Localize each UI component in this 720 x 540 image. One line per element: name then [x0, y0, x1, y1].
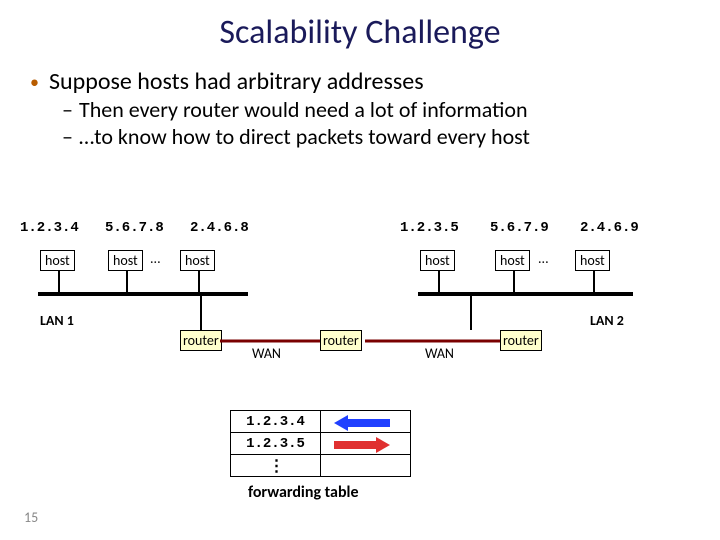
host-node: host [495, 250, 530, 271]
ip-address: 5.6.7.9 [490, 220, 549, 236]
bullet-list: • Suppose hosts had arbitrary addresses … [0, 53, 720, 150]
lan-stub [593, 270, 595, 292]
bullet-dot-icon: • [30, 71, 39, 93]
lan-bus [38, 292, 248, 296]
ellipsis-icon: ... [538, 250, 549, 267]
table-cell [321, 455, 411, 477]
router-stub [200, 296, 202, 330]
arrow-right-icon [334, 437, 394, 453]
table-cell: 1.2.3.4 [231, 411, 321, 433]
host-node: host [108, 250, 143, 271]
router-node: router [180, 330, 222, 351]
router-node: router [320, 330, 362, 351]
lan-stub [513, 270, 515, 292]
bullet-level1: • Suppose hosts had arbitrary addresses [30, 67, 720, 96]
table-cell: 1.2.3.5 [231, 433, 321, 455]
wan-label: WAN [425, 345, 454, 362]
bullet-level2: – …to know how to direct packets toward … [30, 123, 720, 150]
lan-bus [418, 292, 633, 296]
ip-address: 5.6.7.8 [105, 220, 164, 236]
host-node: host [420, 250, 455, 271]
ip-address: 2.4.6.8 [190, 220, 249, 236]
bullet-dash-icon: – [62, 96, 73, 123]
lan-label: LAN 2 [590, 312, 624, 329]
ip-address: 2.4.6.9 [580, 220, 639, 236]
bullet-level2: – Then every router would need a lot of … [30, 96, 720, 123]
slide-number: 15 [24, 509, 38, 526]
bullet-text: Suppose hosts had arbitrary addresses [49, 67, 424, 96]
lan-stub [198, 270, 200, 292]
lan-stub [126, 270, 128, 292]
lan-label: LAN 1 [40, 312, 74, 329]
bullet-text: Then every router would need a lot of in… [79, 96, 528, 123]
wan-label: WAN [252, 345, 281, 362]
lan-stub [438, 270, 440, 292]
lan-stub [58, 270, 60, 292]
ellipsis-icon: ... [150, 250, 161, 267]
bullet-text: …to know how to direct packets toward ev… [79, 123, 530, 150]
ip-address: 1.2.3.4 [20, 220, 79, 236]
host-node: host [180, 250, 215, 271]
slide-title: Scalability Challenge [0, 0, 720, 53]
network-diagram: 1.2.3.4 5.6.7.8 2.4.6.8 host host ... ho… [20, 220, 700, 520]
host-node: host [575, 250, 610, 271]
arrow-left-icon [334, 415, 394, 431]
router-node: router [500, 330, 542, 351]
forwarding-table-label: forwarding table [248, 483, 359, 502]
ip-address: 1.2.3.5 [400, 220, 459, 236]
router-stub [470, 296, 472, 330]
host-node: host [40, 250, 75, 271]
table-cell: ⋮ [231, 455, 321, 477]
bullet-dash-icon: – [62, 123, 73, 150]
